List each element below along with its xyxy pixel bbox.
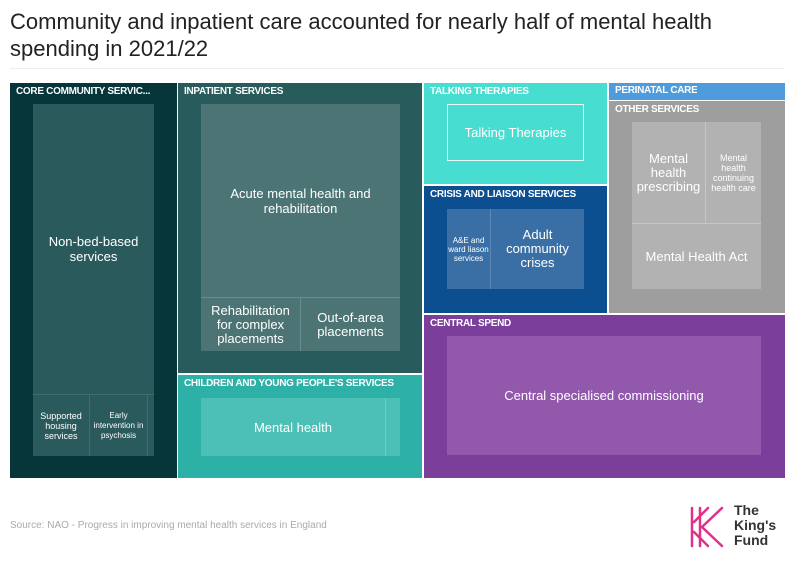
cell-label-mental-health-act: Mental Health Act [645,249,748,264]
cell-label-out-of-area: Out-of-area placements [317,309,384,339]
treemap-cell-mental-health-act[interactable]: Mental Health Act [632,223,761,289]
treemap-cell-acute[interactable]: Acute mental health and rehabilitation [201,104,400,297]
logo-line-1: The [734,502,759,518]
group-inpatient[interactable]: INPATIENT SERVICES Acute mental health a… [178,83,422,373]
group-label-perinatal: PERINATAL CARE [615,85,698,96]
group-label-crisis: CRISIS AND LIAISON SERVICES [430,189,576,200]
cell-label-central-specialised: Central specialised commissioning [504,388,704,403]
cell-label-non-bed-based: Non-bed-based services [48,234,139,264]
logo-wordmark: The King's Fund [734,503,776,548]
treemap-cell-talking-therapies[interactable]: Talking Therapies [447,104,584,161]
cell-label-prescribing: Mental health prescribing [636,150,701,194]
group-label-children: CHILDREN AND YOUNG PEOPLE'S SERVICES [184,378,394,389]
treemap-cell-non-bed-based[interactable]: Non-bed-based services [33,104,154,394]
treemap-cell-early-intervention[interactable]: Early intervention in psychosis [89,394,147,456]
source-note: Source: NAO - Progress in improving ment… [10,520,327,531]
treemap-cell-supported-housing[interactable]: Supported housing services [33,394,89,456]
treemap-cell-continuing-care[interactable]: Mental health continuing health care [705,122,761,223]
group-talking-therapies[interactable]: TALKING THERAPIES Talking Therapies [424,83,607,184]
treemap-cell-out-of-area[interactable]: Out-of-area placements [300,297,400,351]
logo-line-2: King's [734,517,777,533]
cell-label-talking-therapies: Talking Therapies [464,125,567,140]
kings-fund-k-icon [690,506,724,548]
treemap-cell-central-specialised[interactable]: Central specialised commissioning [447,336,761,455]
treemap-cell-ae-liaison[interactable]: A&E and ward liason services [447,209,490,289]
cell-label-early-intervention: Early intervention in psychosis [93,410,144,440]
treemap-cell-prescribing[interactable]: Mental health prescribing [632,122,705,223]
group-label-talking-therapies: TALKING THERAPIES [430,86,529,97]
cell-label-ae-liaison: A&E and ward liason services [448,235,489,263]
group-central-spend[interactable]: CENTRAL SPEND Central specialised commis… [424,315,785,478]
treemap-cell-children-sliver[interactable] [385,398,400,456]
group-label-core-community: CORE COMMUNITY SERVIC... [16,86,151,97]
cell-label-acute: Acute mental health and rehabilitation [230,185,371,216]
group-label-other-services: OTHER SERVICES [615,104,699,115]
group-crisis[interactable]: CRISIS AND LIAISON SERVICES A&E and ward… [424,186,607,313]
treemap-cell-adult-community-crises[interactable]: Adult community crises [490,209,584,289]
chart-title: Community and inpatient care accounted f… [10,9,712,61]
group-label-inpatient: INPATIENT SERVICES [184,86,284,97]
group-other-services[interactable]: OTHER SERVICES Mental health prescribing… [609,101,785,313]
treemap-cell-children-mental-health[interactable]: Mental health [201,398,385,456]
group-perinatal[interactable]: PERINATAL CARE [609,83,785,100]
cell-label-adult-community-crises: Adult community crises [506,227,569,270]
group-children[interactable]: CHILDREN AND YOUNG PEOPLE'S SERVICES Men… [178,375,422,478]
cell-label-children-mental-health: Mental health [253,419,333,435]
treemap-cell-core-sliver[interactable] [147,394,154,456]
treemap-cell-rehab-complex[interactable]: Rehabilitation for complex placements [201,297,300,351]
cell-label-rehab-complex: Rehabilitation for complex placements [211,302,290,346]
logo-line-3: Fund [734,532,769,548]
cell-label-continuing-care: Mental health continuing health care [711,152,756,193]
cell-label-supported-housing: Supported housing services [40,410,82,441]
group-label-central-spend: CENTRAL SPEND [430,318,511,329]
title-divider [10,68,785,69]
group-core-community[interactable]: CORE COMMUNITY SERVIC... Non-bed-based s… [10,83,177,478]
